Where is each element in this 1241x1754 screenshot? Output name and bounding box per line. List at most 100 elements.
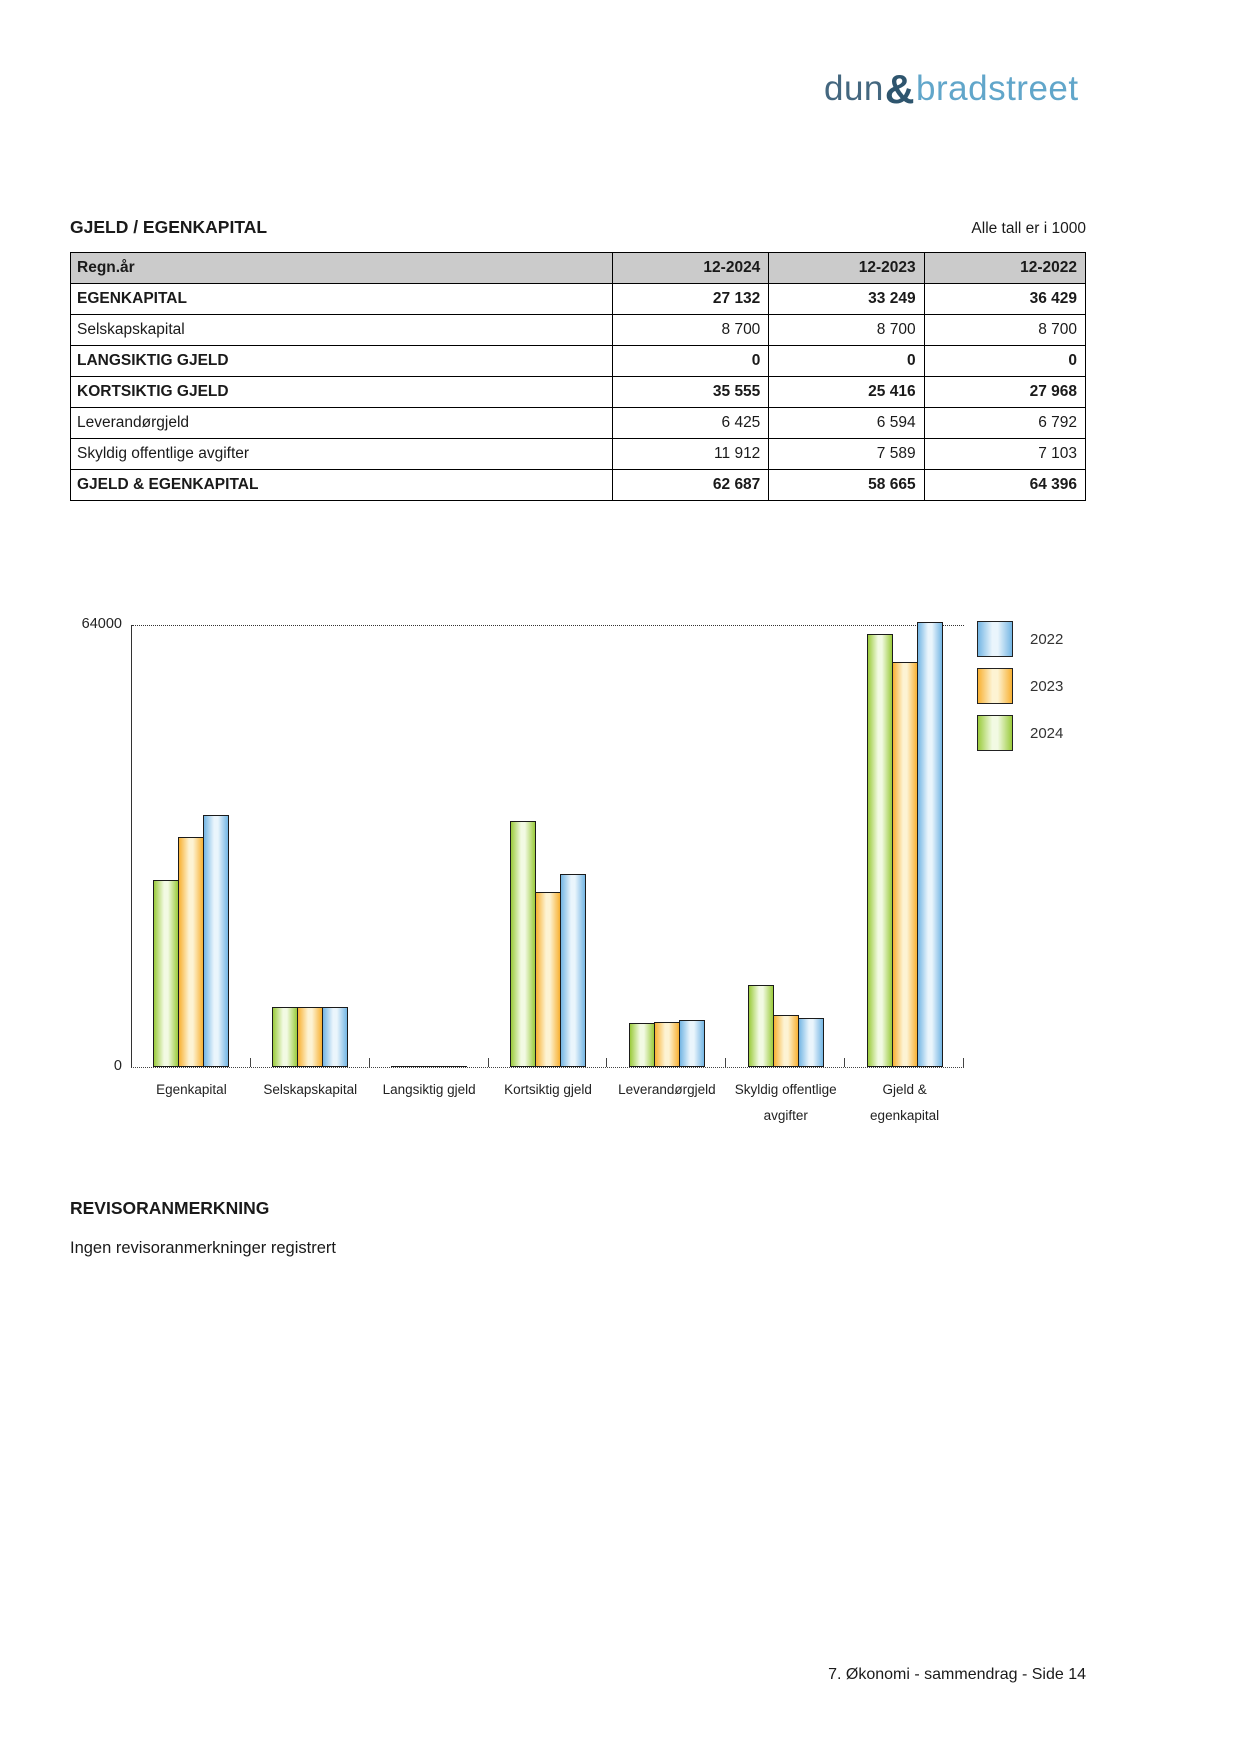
bar-groups: Egenkapital Selskapskapital Langsiktig gje… (132, 622, 964, 1123)
bar-2023-skyldig-offentlige-avgifter (772, 1014, 799, 1067)
cell-value: 0 (768, 345, 925, 377)
bar-group-gjeld-egenkapital: Gjeld & egenkapital (845, 622, 964, 1123)
legend-swatch-2024 (977, 715, 1013, 751)
units-note: Alle tall er i 1000 (971, 220, 1086, 237)
column-header-12-2022: 12-2022 (923, 252, 1087, 284)
cell-value: 8 700 (768, 314, 925, 346)
revisor-text: Ingen revisoranmerkninger registrert (70, 1239, 336, 1257)
cell-value: 62 687 (612, 469, 770, 501)
cell-value: 36 429 (923, 283, 1087, 315)
bar-2022-selskapskapital (322, 1006, 349, 1067)
bar-group-skyldig-offentlige-avgifter: Skyldig offentlige avgifter (726, 625, 846, 1123)
bar-2024-skyldig-offentlige-avgifter (747, 984, 774, 1067)
row-label: LANGSIKTIG GJELD (69, 345, 614, 377)
table-row: GJELD & EGENKAPITAL 62 687 58 665 64 396 (69, 469, 1087, 501)
cell-value: 0 (923, 345, 1087, 377)
cell-value: 8 700 (612, 314, 770, 346)
bar-group-egenkapital: Egenkapital (132, 625, 251, 1097)
bar-2024-egenkapital (153, 879, 180, 1067)
financial-table: Regn.år 12-2024 12-2023 12-2022 EGENKAPI… (69, 252, 1087, 501)
cell-value: 35 555 (612, 376, 770, 408)
logo-ampersand-icon: & (884, 66, 916, 112)
legend-item-2023: 2023 (977, 668, 1063, 704)
logo-text-bradstreet: bradstreet (916, 69, 1079, 108)
cell-value: 6 425 (612, 407, 770, 439)
bar-2024-selskapskapital (272, 1006, 299, 1067)
revisor-heading: REVISORANMERKNING (70, 1198, 270, 1218)
cell-value: 33 249 (768, 283, 925, 315)
cell-value: 64 396 (923, 469, 1087, 501)
logo-text-dun: dun (824, 69, 884, 108)
legend-label: 2024 (1030, 724, 1064, 742)
cell-value: 8 700 (923, 314, 1087, 346)
table-row: KORTSIKTIG GJELD 35 555 25 416 27 968 (69, 376, 1087, 408)
table-row: Skyldig offentlige avgifter 11 912 7 589… (69, 438, 1087, 470)
dun-bradstreet-logo: dun&bradstreet (824, 66, 1079, 113)
bar-2024-langsiktig-gjeld (391, 1066, 418, 1067)
cell-value: 25 416 (768, 376, 925, 408)
table-row: LANGSIKTIG GJELD 0 0 0 (69, 345, 1087, 377)
bar-2022-skyldig-offentlige-avgifter (797, 1017, 824, 1067)
table-row: Leverandørgjeld 6 425 6 594 6 792 (69, 407, 1087, 439)
bar-2024-kortsiktig-gjeld (510, 821, 536, 1067)
page-footer: 7. Økonomi - sammendrag - Side 14 (828, 1666, 1086, 1683)
column-header-12-2023: 12-2023 (768, 252, 925, 284)
bar-2023-kortsiktig-gjeld (535, 891, 561, 1067)
bar-2024-leverand-rgjeld (628, 1022, 655, 1067)
y-axis-max-label: 64000 (81, 616, 122, 632)
category-label: Kortsiktig gjeld (504, 1082, 592, 1097)
bar-2023-leverand-rgjeld (653, 1021, 680, 1067)
cell-value: 0 (612, 345, 770, 377)
column-header-regnar: Regn.år (69, 252, 614, 284)
cell-value: 27 968 (923, 376, 1087, 408)
row-label: GJELD & EGENKAPITAL (69, 469, 614, 501)
column-header-12-2024: 12-2024 (612, 252, 770, 284)
bar-2023-gjeld-egenkapital (891, 661, 918, 1067)
bar-group-kortsiktig-gjeld: Kortsiktig gjeld (489, 625, 608, 1097)
cell-value: 11 912 (612, 438, 770, 470)
category-label: Skyldig offentlige avgifter (734, 1082, 837, 1123)
section-header: GJELD / EGENKAPITAL Alle tall er i 1000 (70, 217, 1086, 238)
row-label: Skyldig offentlige avgifter (69, 438, 614, 470)
cell-value: 6 594 (768, 407, 925, 439)
y-axis-zero-label: 0 (113, 1058, 122, 1074)
bar-2023-egenkapital (178, 837, 205, 1067)
legend-label: 2022 (1030, 630, 1064, 648)
chart-legend: 2022 2023 2024 (977, 621, 1063, 762)
legend-swatch-2022 (977, 621, 1013, 657)
bar-2023-selskapskapital (297, 1006, 324, 1067)
bar-2022-langsiktig-gjeld (441, 1066, 468, 1067)
cell-value: 27 132 (612, 283, 770, 315)
legend-swatch-2023 (977, 668, 1013, 704)
bar-group-langsiktig-gjeld: Langsiktig gjeld (370, 625, 489, 1097)
bar-group-leverand-rgjeld: Leverandørgjeld (607, 625, 727, 1097)
bar-2024-gjeld-egenkapital (866, 634, 893, 1067)
section-title: GJELD / EGENKAPITAL (70, 217, 268, 237)
row-label: KORTSIKTIG GJELD (69, 376, 614, 408)
legend-item-2022: 2022 (977, 621, 1063, 657)
cell-value: 6 792 (923, 407, 1087, 439)
bar-2022-gjeld-egenkapital (916, 622, 943, 1067)
table-header-row: Regn.år 12-2024 12-2023 12-2022 (69, 252, 1087, 284)
cell-value: 58 665 (768, 469, 925, 501)
bar-2023-langsiktig-gjeld (416, 1066, 443, 1067)
row-label: Leverandørgjeld (69, 407, 614, 439)
row-label: EGENKAPITAL (69, 283, 614, 315)
table-row: Selskapskapital 8 700 8 700 8 700 (69, 314, 1087, 346)
cell-value: 7 103 (923, 438, 1087, 470)
category-label: Selskapskapital (263, 1082, 358, 1097)
legend-item-2024: 2024 (977, 715, 1063, 751)
row-label: Selskapskapital (69, 314, 614, 346)
bar-2022-leverand-rgjeld (678, 1020, 705, 1067)
category-label: Langsiktig gjeld (382, 1082, 476, 1097)
bar-2022-egenkapital (203, 815, 230, 1067)
bar-group-selskapskapital: Selskapskapital (251, 625, 370, 1097)
bar-2022-kortsiktig-gjeld (560, 873, 586, 1067)
bar-chart-plot-area: Egenkapital Selskapskapital Langsiktig gje… (131, 622, 964, 1123)
category-label: Leverandørgjeld (618, 1082, 716, 1097)
table-row: EGENKAPITAL 27 132 33 249 36 429 (69, 283, 1087, 315)
category-label: Gjeld & egenkapital (870, 1082, 940, 1123)
cell-value: 7 589 (768, 438, 925, 470)
category-label: Egenkapital (156, 1082, 227, 1097)
